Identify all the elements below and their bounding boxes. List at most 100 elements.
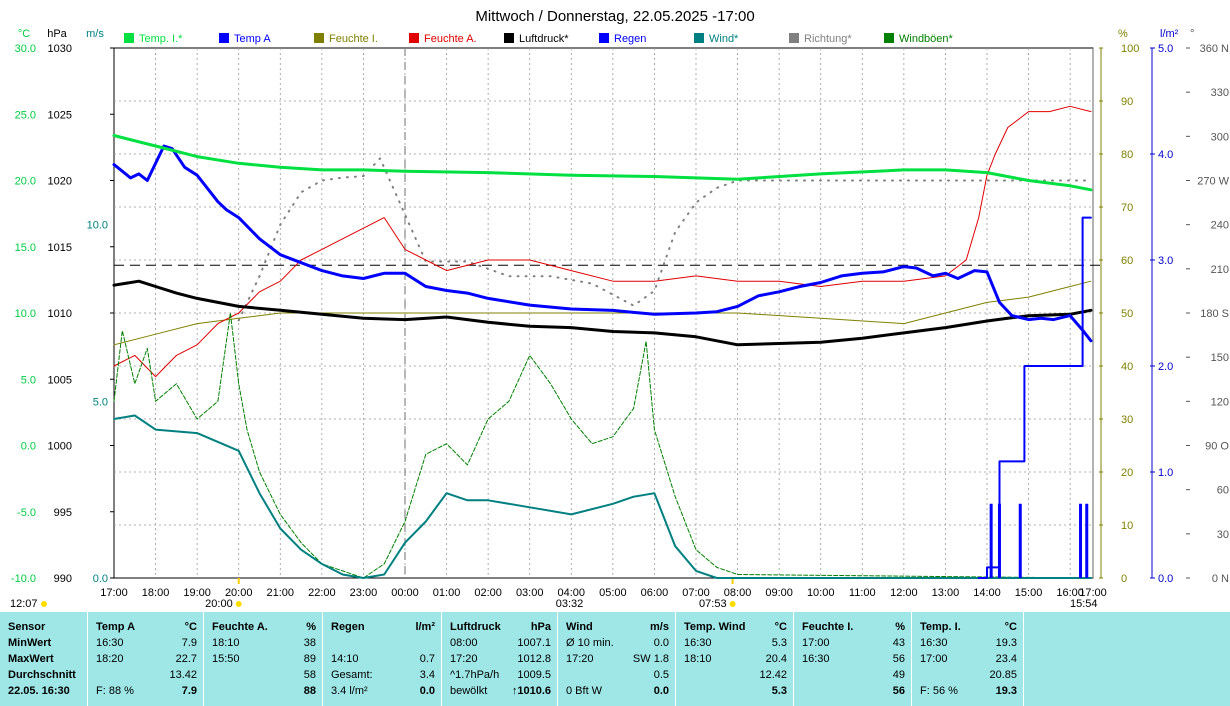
legend-swatch xyxy=(314,33,324,43)
sun-icon xyxy=(235,601,242,607)
x-tick-label: 22:00 xyxy=(308,587,336,599)
stats-cell: 17:00 xyxy=(920,653,948,665)
legend-swatch xyxy=(789,33,799,43)
stats-column: Regen l/m² 14:10 0.7 Gesamt: 3.4 3.4 l/m² 0.0 xyxy=(323,612,442,706)
temp-tick-label: -10.0 xyxy=(11,573,36,585)
stats-cell: 49 xyxy=(892,669,905,681)
stats-cell: 17:20 xyxy=(566,653,594,665)
sun-icon xyxy=(41,601,47,607)
x-tick-label: 21:00 xyxy=(267,587,295,599)
x-tick-label: 19:00 xyxy=(183,587,211,599)
stats-cell: Wind xyxy=(566,621,593,633)
stats-cell: Sensor xyxy=(8,621,46,633)
x-tick-label: 01:00 xyxy=(433,587,461,599)
stats-cell: Regen xyxy=(331,621,365,633)
pressure-tick-label: 990 xyxy=(54,573,72,585)
stats-cell: ↑1010.6 xyxy=(511,685,551,697)
stats-cell: 15:50 xyxy=(212,653,240,665)
humidity-tick-label: 40 xyxy=(1121,361,1133,373)
x-tick-label: 13:00 xyxy=(932,587,960,599)
rain-tick-label: 1.0 xyxy=(1158,467,1173,479)
sun-icon xyxy=(729,601,736,607)
temp-unit-label: °C xyxy=(18,28,30,40)
sun-marker-moonset: 15:54 xyxy=(1070,598,1098,610)
temp-tick-label: 20.0 xyxy=(15,176,36,188)
stats-cell: 89 xyxy=(303,653,316,665)
legend-label: Luftdruck* xyxy=(519,33,569,45)
stats-cell: ^1.7hPa/h xyxy=(450,669,500,681)
direction-tick-label: 270 W xyxy=(1197,176,1229,188)
humidity-tick-label: 20 xyxy=(1121,467,1133,479)
series-line-wind xyxy=(113,414,1092,579)
humidity-tick-label: 70 xyxy=(1121,202,1133,214)
x-tick-label: 17:00 xyxy=(100,587,128,599)
stats-cell: 23.4 xyxy=(995,653,1017,665)
humidity-tick-label: 90 xyxy=(1121,96,1133,108)
x-tick-label: 05:00 xyxy=(599,587,627,599)
chart-axes: 17:00 18:00 19:00 20:00 21:00 22:00 23:00 00:00… xyxy=(10,28,1230,610)
stats-column: Feuchte A.% 18:10 38 15:50 89 58 88 xyxy=(204,612,323,706)
direction-unit-label: ° xyxy=(1190,28,1194,40)
pressure-tick-label: 1010 xyxy=(48,308,72,320)
x-tick-label: 09:00 xyxy=(765,587,793,599)
stats-cell: 19.3 xyxy=(995,637,1017,649)
stats-cell: 56 xyxy=(892,685,905,697)
legend-swatch xyxy=(124,33,134,43)
stats-cell: 0.0 xyxy=(419,685,435,697)
pressure-unit-label: hPa xyxy=(47,28,67,40)
stats-cell: 18:20 xyxy=(96,653,124,665)
stats-cell: 20.4 xyxy=(765,653,787,665)
legend-swatch xyxy=(219,33,229,43)
wind-unit-label: m/s xyxy=(86,28,104,40)
pressure-tick-label: 1000 xyxy=(48,441,72,453)
stats-cell: 19.3 xyxy=(995,685,1017,697)
stats-cell: 0.5 xyxy=(653,669,669,681)
stats-cell: 16:30 xyxy=(920,637,948,649)
humidity-unit-label: % xyxy=(1118,28,1128,40)
direction-tick-label: 360 N xyxy=(1200,43,1229,55)
stats-cell: bewölkt xyxy=(450,685,488,697)
stats-cell: 14:10 xyxy=(331,653,359,665)
rain-tick-label: 4.0 xyxy=(1158,149,1173,161)
pressure-tick-label: 1020 xyxy=(48,176,72,188)
legend-label: Wind* xyxy=(709,33,739,45)
stats-cell: 18:10 xyxy=(684,653,712,665)
x-tick-label: 11:00 xyxy=(849,587,876,599)
rain-tick-label: 5.0 xyxy=(1158,43,1173,55)
stats-cell: 88 xyxy=(303,685,316,697)
chart-title: Mittwoch / Donnerstag, 22.05.2025 -17:00 xyxy=(475,8,754,25)
pressure-tick-label: 1025 xyxy=(48,109,72,121)
direction-tick-label: 240 xyxy=(1211,220,1229,232)
direction-tick-label: 330 xyxy=(1211,87,1229,99)
x-tick-label: 17:00 xyxy=(1079,587,1107,599)
stats-cell: % xyxy=(306,621,316,633)
pressure-tick-label: 995 xyxy=(54,507,72,519)
stats-cell: m/s xyxy=(650,621,669,633)
direction-tick-label: 210 xyxy=(1211,264,1229,276)
x-tick-label: 10:00 xyxy=(807,587,835,599)
stats-cell: 5.3 xyxy=(771,637,787,649)
chart-legend: Temp. I.* Temp A Feuchte I. Feuchte A. Luftd… xyxy=(124,33,954,45)
legend-swatch xyxy=(694,33,704,43)
sun-marker-sunset: 20:00 xyxy=(205,598,233,610)
stats-cell: 13.42 xyxy=(169,669,197,681)
legend-label: Regen xyxy=(614,33,646,45)
stats-cell: 22.05. 16:30 xyxy=(8,685,70,697)
stats-cell: 16:30 xyxy=(802,653,830,665)
x-tick-label: 02:00 xyxy=(474,587,502,599)
x-tick-label: 03:00 xyxy=(516,587,544,599)
stats-cell: 20.85 xyxy=(989,669,1017,681)
stats-cell: 7.9 xyxy=(181,637,197,649)
legend-label: Feuchte I. xyxy=(329,33,378,45)
stats-cell: Temp A xyxy=(96,621,136,633)
sun-marker-sunset_left: 12:07 xyxy=(10,598,38,610)
stats-cell: Luftdruck xyxy=(450,621,501,633)
legend-swatch xyxy=(504,33,514,43)
x-tick-label: 14:00 xyxy=(973,587,1001,599)
pressure-tick-label: 1015 xyxy=(48,242,72,254)
weather-chart: 17:00 18:00 19:00 20:00 21:00 22:00 23:00 00:00… xyxy=(10,8,1230,610)
stats-cell: % xyxy=(895,621,905,633)
x-tick-label: 18:00 xyxy=(142,587,170,599)
wind-tick-label: 10.0 xyxy=(87,220,108,232)
series-line-tempa xyxy=(112,144,1093,343)
